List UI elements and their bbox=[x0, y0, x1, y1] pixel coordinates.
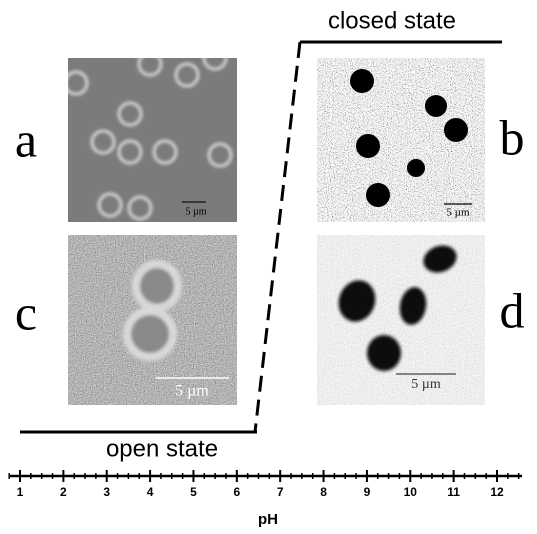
panel-letter: c bbox=[15, 284, 37, 340]
tick-label: 9 bbox=[364, 485, 371, 499]
tick-label: 11 bbox=[447, 485, 460, 499]
closed-state-label: closed state bbox=[328, 7, 456, 34]
tick-label: 7 bbox=[277, 485, 284, 499]
scale-label: 5 µm bbox=[446, 207, 470, 219]
panel-a: 5 µm bbox=[65, 47, 237, 222]
tick-label: 5 bbox=[190, 485, 197, 499]
open-state-label: open state bbox=[106, 435, 218, 462]
tick-label: 1 bbox=[17, 485, 24, 499]
tick-label: 6 bbox=[233, 485, 240, 499]
tick-label: 12 bbox=[490, 485, 504, 499]
panel-c: 5 µm bbox=[68, 235, 237, 405]
scale-label: 5 µm bbox=[185, 206, 206, 217]
panel-b: 5 µm bbox=[317, 58, 485, 222]
panel-letter: b bbox=[500, 109, 525, 165]
panel-letter: d bbox=[500, 282, 525, 338]
figure: 5 µm 5 µm 5 µm 5 µm bbox=[0, 0, 537, 534]
tick-label: 2 bbox=[60, 485, 67, 499]
panel-letter: a bbox=[15, 111, 37, 167]
tick-label: 10 bbox=[404, 485, 418, 499]
panel-d: 5 µm bbox=[317, 235, 485, 405]
scale-label: 5 µm bbox=[175, 383, 209, 400]
tick-label: 8 bbox=[320, 485, 327, 499]
axis-label: pH bbox=[258, 511, 278, 528]
tick-label: 3 bbox=[103, 485, 110, 499]
tick-label: 4 bbox=[147, 485, 154, 499]
scale-label: 5 µm bbox=[411, 377, 441, 392]
